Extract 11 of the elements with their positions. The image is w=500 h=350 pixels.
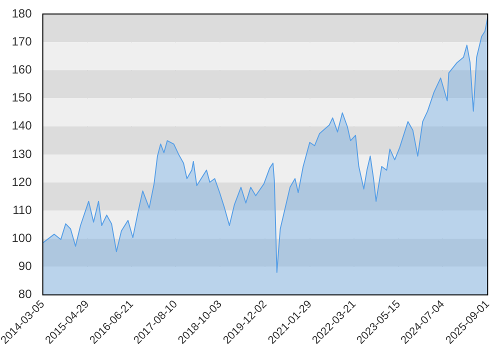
y-tick-label: 160 — [12, 62, 32, 76]
y-tick-label: 180 — [12, 6, 32, 20]
y-tick-label: 120 — [12, 174, 32, 189]
y-tick-label: 110 — [12, 202, 32, 217]
y-tick-label: 170 — [12, 34, 32, 48]
y-tick-label: 100 — [12, 231, 32, 246]
y-tick-label: 140 — [12, 118, 32, 133]
y-tick-label: 90 — [18, 259, 32, 274]
y-tick-label: 130 — [12, 146, 32, 161]
y-tick-label: 80 — [18, 287, 32, 302]
y-tick-label: 150 — [12, 90, 32, 105]
